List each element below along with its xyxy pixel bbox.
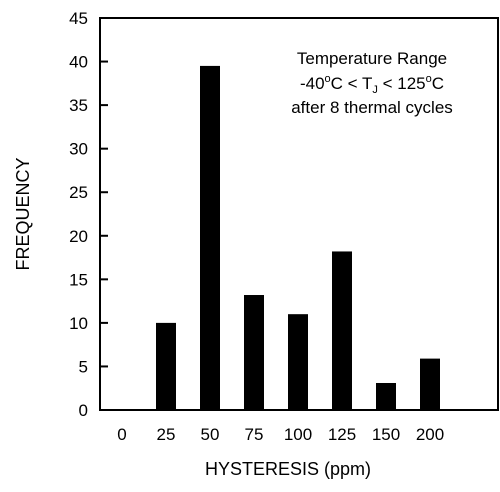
degree-symbol-1: o [325, 73, 331, 85]
y-axis-label: FREQUENCY [13, 157, 33, 270]
x-tick-label: 25 [157, 425, 176, 444]
bar-200 [420, 358, 440, 410]
y-tick-label: 30 [69, 140, 88, 159]
y-tick-label: 45 [69, 9, 88, 28]
bar-25 [156, 322, 176, 410]
chart-annotation: Temperature Range -40oC < TJ < 125oC aft… [291, 49, 453, 117]
annotation-line-1: Temperature Range [297, 49, 447, 68]
y-tick-label: 25 [69, 183, 88, 202]
y-tick-label: 5 [79, 357, 88, 376]
y-tick-label: 10 [69, 314, 88, 333]
x-tick-label: 50 [201, 425, 220, 444]
y-tick-label: 15 [69, 270, 88, 289]
annotation-line-3: after 8 thermal cycles [291, 98, 453, 117]
bar-150 [376, 382, 396, 410]
y-tick-label: 35 [69, 96, 88, 115]
bars [156, 65, 440, 411]
annotation-line-2-prefix: -40 [300, 74, 325, 93]
x-tick-label: 75 [245, 425, 264, 444]
x-tick-label: 125 [328, 425, 356, 444]
annotation-line-2: -40oC < TJ < 125oC [300, 73, 444, 96]
x-tick-label: 100 [284, 425, 312, 444]
bar-125 [332, 251, 352, 410]
annotation-line-2-mid2: < 125 [378, 74, 426, 93]
annotation-line-2-suffix: C [432, 74, 444, 93]
y-tick-label: 40 [69, 53, 88, 72]
x-tick-label: 0 [117, 425, 126, 444]
bar-75 [244, 295, 264, 410]
x-tick-label: 150 [372, 425, 400, 444]
subscript-j: J [372, 84, 378, 96]
degree-symbol-2: o [426, 73, 432, 85]
annotation-line-2-mid: C < T [331, 74, 373, 93]
bar-100 [288, 314, 308, 410]
x-tick-label: 200 [416, 425, 444, 444]
bar-50 [200, 65, 220, 411]
x-axis-ticks: 0 25 50 75 100 125 150 200 [117, 425, 444, 444]
y-tick-label: 20 [69, 227, 88, 246]
x-axis-label: HYSTERESIS (ppm) [205, 459, 371, 479]
y-tick-label: 0 [79, 401, 88, 420]
y-axis-ticks: 0 5 10 15 20 25 30 35 40 45 [69, 9, 108, 420]
